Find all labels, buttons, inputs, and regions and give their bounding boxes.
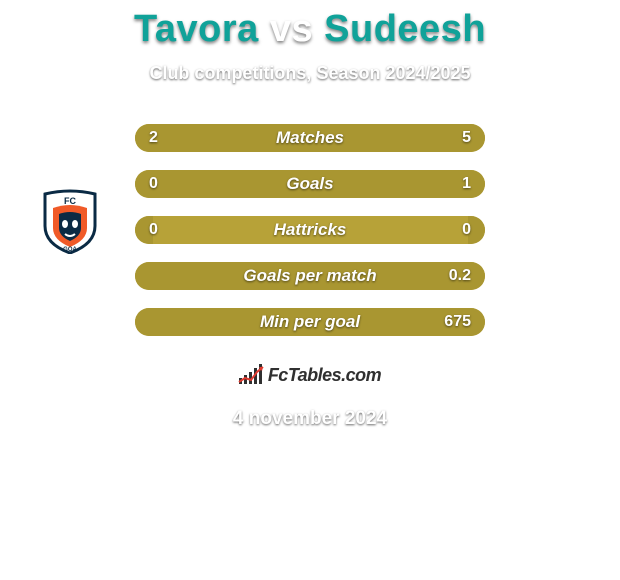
stat-bar: 0.2Goals per match: [135, 262, 485, 290]
stat-bar: 675Min per goal: [135, 308, 485, 336]
fc-goa-shield-icon: FC GOA: [41, 188, 99, 254]
stat-label: Goals: [135, 170, 485, 198]
player1-name: Tavora: [134, 8, 259, 50]
logo-goa-text: GOA: [63, 247, 77, 253]
stat-label: Min per goal: [135, 308, 485, 336]
player2-name: Sudeesh: [324, 8, 486, 50]
fctables-watermark: FcTables.com: [201, 354, 419, 396]
stat-label: Matches: [135, 124, 485, 152]
page-title: Tavora vs Sudeesh: [0, 0, 620, 51]
stat-bar: 00Hattricks: [135, 216, 485, 244]
player-photo-placeholder: [10, 124, 110, 152]
bars-icon: [239, 366, 262, 384]
stat-bar: 25Matches: [135, 124, 485, 152]
stat-label: Hattricks: [135, 216, 485, 244]
subtitle: Club competitions, Season 2024/2025: [0, 63, 620, 84]
player-photo-placeholder: [500, 178, 600, 206]
stat-bar: 01Goals: [135, 170, 485, 198]
fctables-text: FcTables.com: [268, 365, 381, 386]
date-label: 4 november 2024: [0, 408, 620, 430]
stats-bars-container: 25Matches 01Goals 00Hattricks 0.2Goals per …: [135, 124, 485, 354]
stat-label: Goals per match: [135, 262, 485, 290]
logo-fc-text: FC: [64, 196, 76, 206]
player-photo-placeholder: [490, 124, 590, 152]
vs-text: vs: [270, 8, 313, 50]
club-logo-circle: FC GOA: [28, 179, 112, 263]
